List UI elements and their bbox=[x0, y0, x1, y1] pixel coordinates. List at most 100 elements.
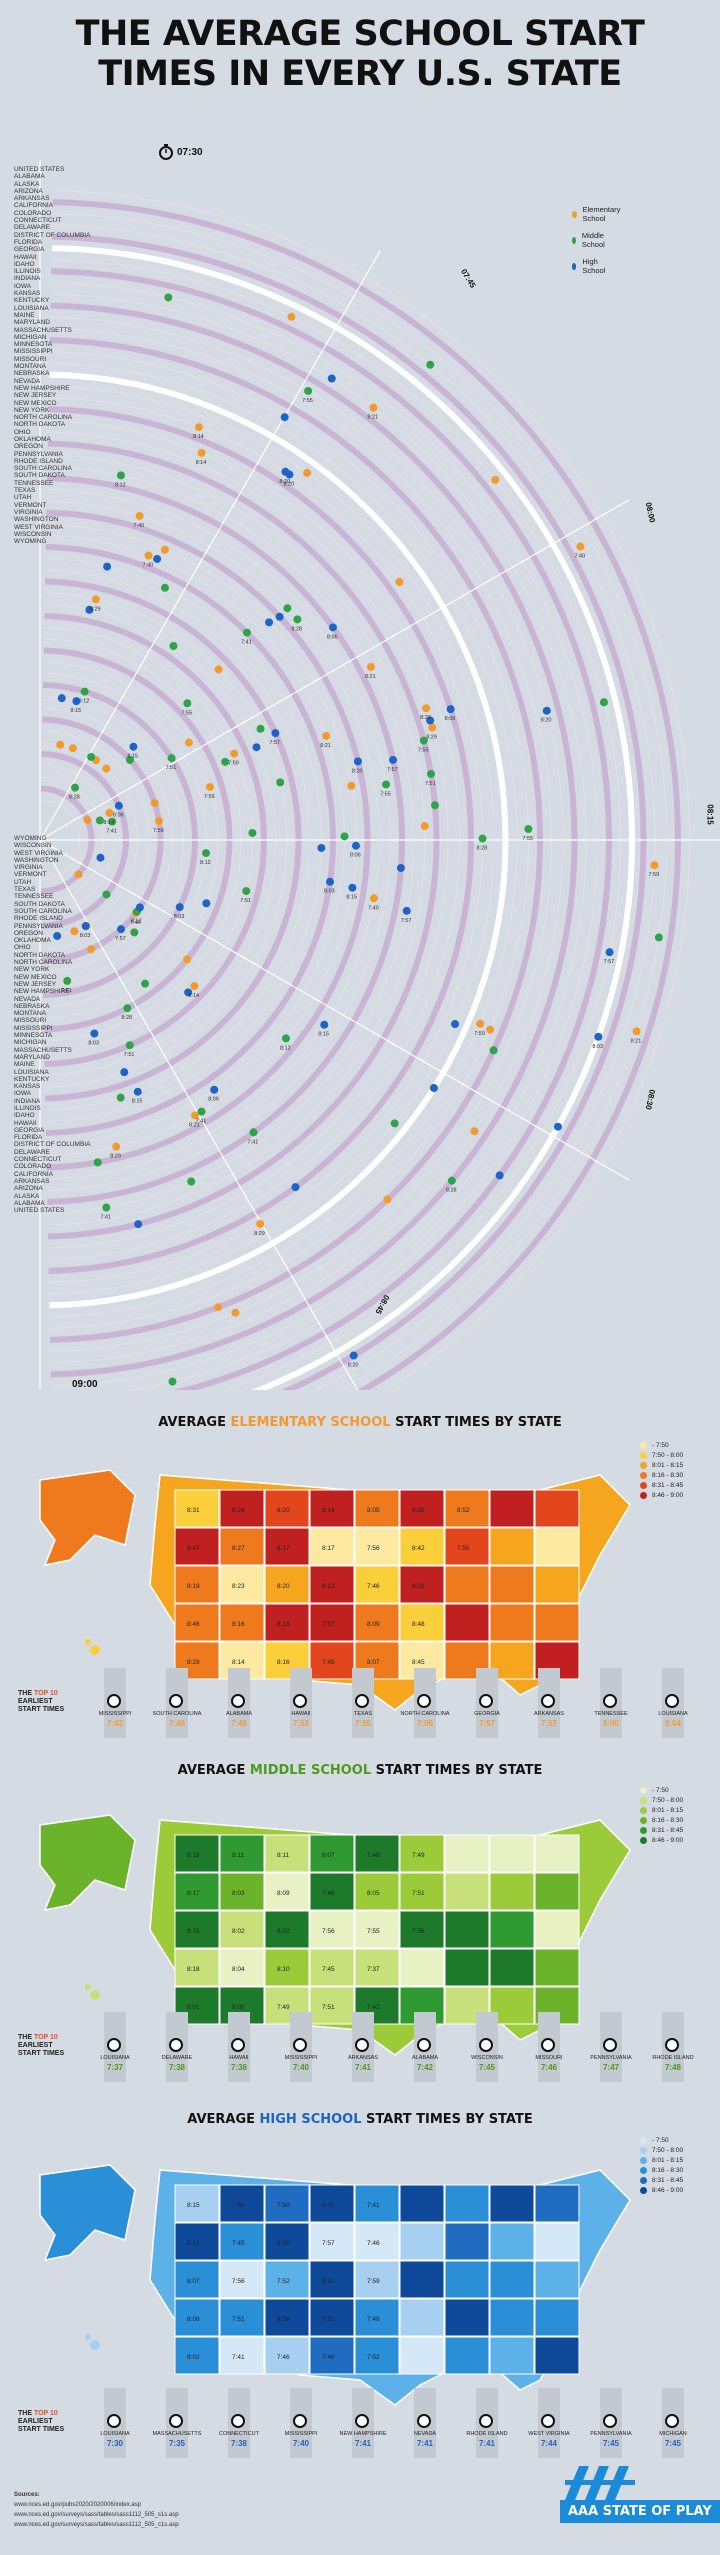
mid-state-shape bbox=[219, 1872, 265, 1911]
el-state-shape bbox=[309, 1603, 355, 1642]
radial-data-point bbox=[353, 757, 362, 766]
source-link-1[interactable]: www.nces.ed.gov/pubs2020/2020006/index.a… bbox=[14, 2502, 142, 2508]
el-legend-item: 8:31 - 8:45 bbox=[640, 1480, 683, 1490]
radial-data-point bbox=[395, 577, 404, 586]
legend-swatch-icon bbox=[640, 2176, 647, 2184]
el-top10-item: GEORGIA 7:57 bbox=[458, 1668, 516, 1738]
legend-label: 8:16 - 8:30 bbox=[652, 2166, 684, 2174]
el-state-value: 8:13 bbox=[322, 1583, 335, 1590]
radial-data-label: 7:57 bbox=[269, 740, 280, 746]
mid-legend-item: 7:50 - 8:00 bbox=[640, 1795, 683, 1805]
radial-data-point bbox=[478, 834, 487, 843]
hi-state-value: 8:07 bbox=[187, 2278, 200, 2285]
sources-heading: Sources: bbox=[14, 2492, 40, 2498]
mid-top10-item: DELAWARE 7:38 bbox=[148, 2012, 206, 2082]
top10-time: 7:41 bbox=[478, 2439, 495, 2448]
radial-data-point bbox=[486, 1025, 495, 1034]
top10-state: MISSISSIPPI bbox=[284, 2055, 318, 2061]
bottom-state-label: NEBRASKA bbox=[14, 1002, 50, 1010]
top10-state: SOUTH CAROLINA bbox=[152, 1711, 202, 1717]
el-state-value: 8:16 bbox=[232, 1621, 245, 1628]
bottom-state-label: UNITED STATES bbox=[14, 1207, 65, 1215]
legend-label: 7:50 - 8:00 bbox=[652, 1796, 684, 1804]
hi-state-value: 8:00 bbox=[277, 2240, 290, 2247]
top-state-label: INDIANA bbox=[14, 275, 41, 283]
clock-icon bbox=[541, 1694, 555, 1708]
top10-state: DELAWARE bbox=[161, 2055, 193, 2061]
radial-data-point bbox=[129, 742, 138, 751]
bottom-state-label: WYOMING bbox=[14, 835, 47, 842]
el-state-value: 8:14 bbox=[322, 1507, 335, 1514]
top10-state: ALABAMA bbox=[226, 1711, 252, 1717]
radial-data-point bbox=[396, 863, 405, 872]
el-state-shape bbox=[354, 1565, 400, 1604]
top10-state: HAWAII bbox=[229, 2055, 249, 2061]
legend-label: High School bbox=[582, 257, 606, 275]
source-link-3[interactable]: www.nces.ed.gov/surveys/sass/tables/sass… bbox=[14, 2522, 179, 2528]
radial-data-label: 7:51 bbox=[124, 1052, 135, 1058]
top-state-label: MAINE bbox=[14, 311, 35, 319]
hi-top10-item: WEST VIRGINIA 7:44 bbox=[520, 2388, 578, 2458]
mid-alaska-shape bbox=[39, 1814, 136, 1912]
hi-state-shape bbox=[444, 2260, 490, 2299]
hi-state-shape bbox=[354, 2336, 400, 2375]
radial-data-label: 8:03 bbox=[88, 1041, 99, 1047]
radial-data-label: 7:59 bbox=[204, 794, 215, 800]
radial-data-label: 7:41 bbox=[248, 1139, 259, 1145]
radial-data-point bbox=[85, 605, 94, 614]
legend-label: 8:46 - 9:00 bbox=[652, 1491, 684, 1499]
radial-data-point bbox=[369, 894, 378, 903]
bottom-state-label: KANSAS bbox=[14, 1083, 41, 1091]
el-state-value: 8:46 bbox=[187, 1621, 200, 1628]
radial-data-point bbox=[91, 595, 100, 604]
radial-data-point bbox=[183, 699, 192, 708]
top10-time: 7:46 bbox=[540, 2063, 557, 2072]
top10-time: 7:38 bbox=[168, 2063, 185, 2072]
legend-label: 7:50 - 8:00 bbox=[652, 2146, 684, 2154]
top-state-label: LOUISIANA bbox=[14, 304, 49, 312]
source-link-2[interactable]: www.nces.ed.gov/surveys/sass/tables/sass… bbox=[14, 2512, 179, 2518]
radial-data-point bbox=[495, 1171, 504, 1180]
hi-state-shape bbox=[489, 2298, 535, 2337]
radial-data-point bbox=[340, 832, 349, 841]
radial-data-point bbox=[489, 1046, 498, 1055]
el-legend-item: 8:46 - 9:00 bbox=[640, 1490, 683, 1500]
mid-state-shape bbox=[534, 1872, 580, 1911]
legend-swatch-icon bbox=[640, 1816, 647, 1824]
clock-icon bbox=[231, 1694, 245, 1708]
top10-time: 7:45 bbox=[478, 2063, 495, 2072]
top10-state: MICHIGAN bbox=[659, 2431, 687, 2437]
radial-data-point bbox=[105, 808, 114, 817]
radial-data-label: 8:29 bbox=[110, 1154, 121, 1160]
radial-data-label: 8:28 bbox=[291, 626, 302, 632]
radial-data-point bbox=[280, 413, 289, 422]
hi-state-value: 8:08 bbox=[187, 2316, 200, 2323]
radial-axis-line bbox=[39, 839, 630, 1181]
radial-data-point bbox=[87, 945, 96, 954]
el-state-value: 7:45 bbox=[322, 1659, 335, 1666]
el-state-value: 8:17 bbox=[277, 1545, 290, 1552]
high-top10: THE TOP 10 EARLIEST START TIMES LOUISIANA 7… bbox=[18, 2388, 708, 2458]
hi-legend-item: 8:16 - 8:30 bbox=[640, 2165, 683, 2175]
radial-data-label: 7:59 bbox=[153, 828, 164, 834]
legend-swatch-icon bbox=[640, 1786, 647, 1794]
bottom-state-label: ARKANSAS bbox=[14, 1177, 50, 1185]
radial-data-point bbox=[80, 687, 89, 696]
mid-state-shape bbox=[489, 1834, 535, 1873]
radial-data-point bbox=[103, 562, 112, 571]
high-legend: - 7:50 7:50 - 8:00 8:01 - 8:15 8:16 - 8:30 8… bbox=[640, 2135, 683, 2195]
radial-data-label: 8:21 bbox=[365, 674, 376, 680]
hi-state-shape bbox=[309, 2336, 355, 2375]
radial-data-label: 8:06 bbox=[445, 716, 456, 722]
radial-data-label: 8:28 bbox=[121, 1015, 132, 1021]
radial-data-label: 7:57 bbox=[387, 767, 398, 773]
radial-data-point bbox=[426, 769, 435, 778]
radial-legend-item: High School bbox=[572, 257, 608, 275]
radial-data-point bbox=[116, 1093, 125, 1102]
hi-state-value: 8:02 bbox=[187, 2354, 200, 2361]
legend-label: 8:31 - 8:45 bbox=[652, 2176, 684, 2184]
el-state-shape bbox=[264, 1527, 310, 1566]
radial-data-point bbox=[320, 1020, 329, 1029]
clock-icon bbox=[603, 2038, 617, 2052]
el-state-value: 8:20 bbox=[277, 1507, 290, 1514]
